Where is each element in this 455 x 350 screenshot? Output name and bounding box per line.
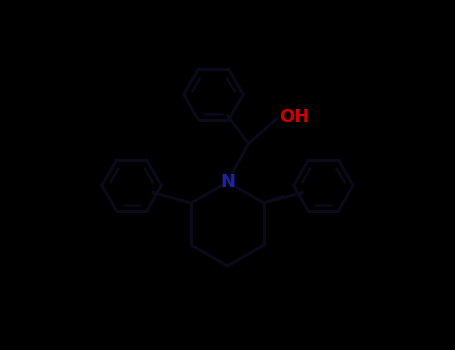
- Text: N: N: [220, 173, 235, 191]
- Text: OH: OH: [279, 108, 309, 126]
